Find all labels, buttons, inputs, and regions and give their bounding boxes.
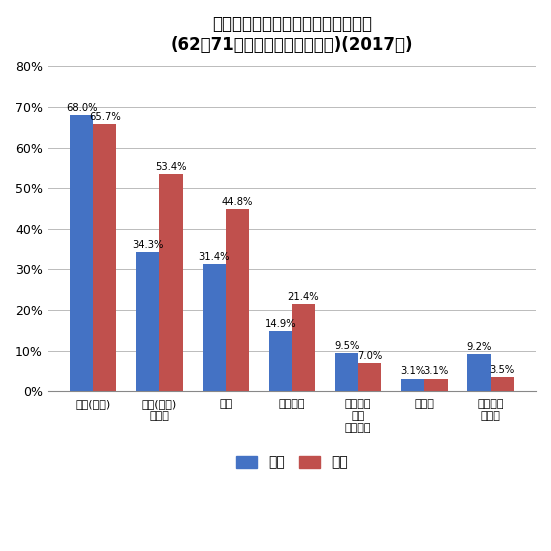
Bar: [70, 115, 93, 391]
Text: 21.4%: 21.4%: [288, 292, 320, 302]
Text: 44.8%: 44.8%: [222, 197, 253, 207]
Legend: 男性, 女性: 男性, 女性: [231, 450, 353, 475]
Title: 日頃から何かと頼りにしている相手
(62～71歳、複数回答、男女別)(2017年): 日頃から何かと頼りにしている相手 (62～71歳、複数回答、男女別)(2017年…: [171, 15, 413, 54]
Bar: [136, 252, 159, 391]
Text: 3.1%: 3.1%: [400, 366, 425, 376]
Bar: [490, 377, 514, 391]
Text: 53.4%: 53.4%: [155, 163, 187, 172]
Bar: [467, 354, 490, 391]
Text: 65.7%: 65.7%: [89, 112, 121, 122]
Bar: [401, 379, 424, 391]
Bar: [358, 363, 381, 391]
Text: 3.5%: 3.5%: [490, 365, 515, 375]
Bar: [269, 331, 292, 391]
Bar: [292, 304, 315, 391]
Text: 7.0%: 7.0%: [357, 350, 382, 361]
Text: 9.2%: 9.2%: [466, 342, 491, 352]
Text: 14.9%: 14.9%: [264, 318, 296, 328]
Text: 34.3%: 34.3%: [132, 240, 164, 250]
Bar: [93, 125, 116, 391]
Bar: [203, 264, 226, 391]
Bar: [335, 353, 358, 391]
Text: 31.4%: 31.4%: [198, 252, 230, 262]
Text: 9.5%: 9.5%: [334, 341, 359, 350]
Bar: [159, 175, 182, 391]
Text: 3.1%: 3.1%: [423, 366, 449, 376]
Bar: [226, 209, 249, 391]
Text: 68.0%: 68.0%: [66, 103, 98, 113]
Bar: [424, 379, 447, 391]
